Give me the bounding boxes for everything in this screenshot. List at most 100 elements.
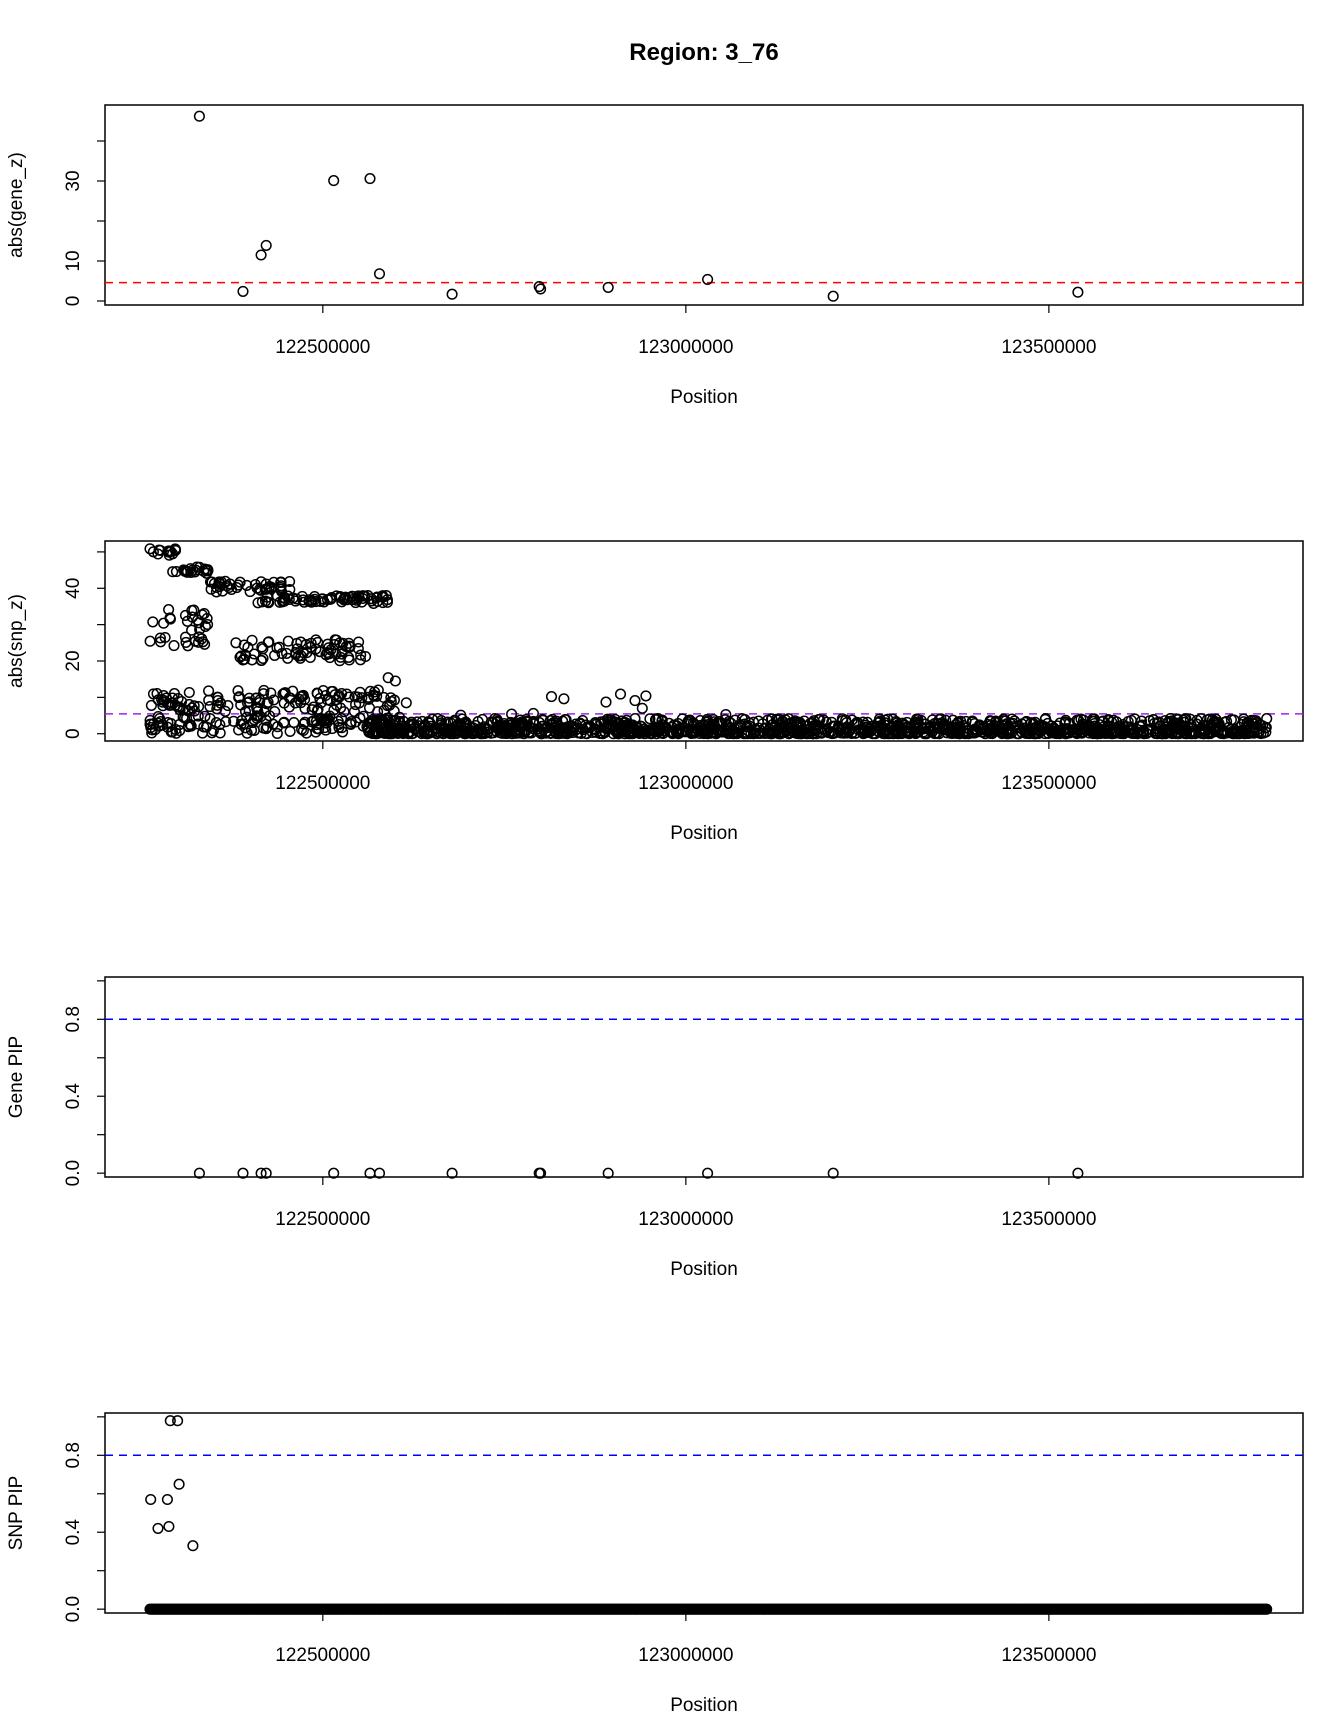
data-point: [671, 720, 683, 732]
data-point: [368, 597, 380, 610]
data-point: [204, 701, 216, 713]
data-point: [836, 713, 848, 725]
data-point: [192, 636, 205, 648]
data-points: [193, 110, 1084, 302]
data-point: [244, 586, 256, 598]
data-point: [411, 716, 423, 728]
data-point: [611, 727, 623, 739]
data-point: [422, 716, 434, 728]
data-point: [184, 563, 197, 575]
data-point: [278, 595, 291, 607]
data-point: [341, 594, 353, 606]
data-point: [233, 691, 245, 703]
data-point: [657, 727, 669, 740]
data-point: [715, 717, 727, 729]
data-point: [491, 721, 503, 733]
data-point: [1253, 725, 1265, 737]
data-point: [355, 649, 367, 661]
data-point: [1089, 727, 1101, 740]
data-point: [535, 1167, 547, 1179]
data-point: [604, 714, 616, 726]
data-point: [684, 714, 696, 726]
data-point: [162, 545, 174, 557]
data-point: [622, 721, 634, 733]
data-point: [144, 714, 156, 726]
data-point: [284, 575, 296, 588]
data-point: [215, 697, 227, 709]
data-point: [672, 727, 684, 739]
data-point: [455, 709, 467, 721]
data-point: [1260, 726, 1272, 738]
data-point: [397, 715, 409, 727]
data-point: [1054, 717, 1066, 729]
data-point: [1097, 726, 1109, 738]
data-point: [211, 703, 223, 715]
y-tick-label: 10: [63, 250, 84, 271]
data-point: [886, 720, 898, 732]
data-point: [1062, 727, 1075, 739]
data-point: [748, 716, 760, 728]
data-point: [1032, 727, 1044, 739]
data-point: [183, 686, 195, 699]
y-tick-label: 20: [63, 650, 84, 671]
data-point: [228, 715, 240, 727]
data-point: [777, 716, 789, 728]
data-point: [624, 726, 636, 738]
data-point: [343, 651, 355, 663]
data-point: [1072, 1167, 1084, 1179]
x-tick-label: 123000000: [638, 1645, 733, 1666]
data-point: [666, 721, 678, 733]
data-point: [243, 705, 255, 717]
data-point: [248, 648, 260, 660]
data-point: [305, 641, 317, 653]
data-point: [260, 1167, 272, 1179]
data-point: [1202, 728, 1214, 740]
y-tick-label: 0: [63, 728, 84, 739]
data-point: [827, 1167, 839, 1179]
data-point: [237, 1167, 249, 1179]
data-point: [168, 640, 180, 652]
data-point: [278, 717, 290, 729]
x-tick-label: 123500000: [1001, 773, 1096, 794]
data-point: [1071, 714, 1083, 726]
plot-frame: [104, 976, 1304, 1178]
data-point: [1210, 716, 1222, 728]
data-point: [259, 595, 272, 607]
data-point: [376, 591, 388, 603]
data-point: [241, 579, 253, 591]
data-point: [157, 696, 169, 708]
panel-3: 122500000 123000000 123500000 0.0 0.4 0.8 Posi…: [6, 976, 1304, 1280]
y-axis-title: SNP PIP: [6, 1476, 27, 1551]
data-point: [1239, 728, 1251, 740]
data-point: [296, 690, 308, 702]
data-point: [159, 631, 171, 644]
data-point: [559, 714, 571, 726]
data-point: [668, 727, 680, 739]
data-point: [163, 699, 176, 711]
data-point: [537, 713, 549, 726]
data-point: [929, 727, 941, 739]
figure-title: Region: 3_76: [629, 39, 778, 66]
data-point: [609, 725, 621, 737]
data-point: [328, 1167, 340, 1179]
data-point: [339, 591, 352, 603]
data-point: [199, 638, 211, 650]
data-point: [1241, 726, 1253, 738]
data-point: [344, 641, 356, 653]
y-axis-title: abs(gene_z): [6, 152, 27, 258]
data-point: [161, 1493, 173, 1506]
data-point: [467, 728, 479, 740]
data-point: [399, 720, 412, 733]
data-point: [271, 727, 283, 740]
data-point: [370, 728, 382, 740]
data-point: [202, 565, 214, 577]
data-point: [451, 727, 463, 740]
y-axis-title: abs(snp_z): [6, 594, 27, 688]
data-point: [977, 726, 989, 738]
data-point: [795, 728, 807, 740]
data-point: [846, 726, 858, 739]
data-point: [214, 719, 226, 731]
data-point: [173, 1478, 185, 1490]
data-point: [282, 635, 294, 647]
data-point: [363, 726, 375, 738]
